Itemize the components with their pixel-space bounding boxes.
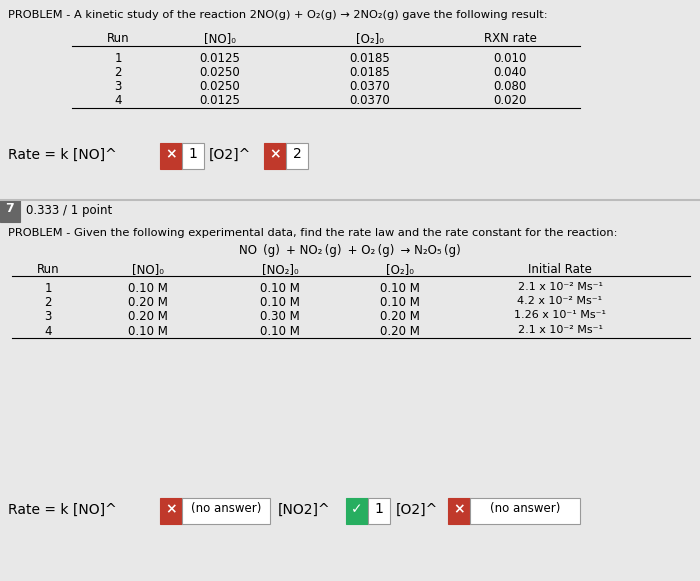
Bar (346, 498, 368, 524)
Text: 0.010: 0.010 (494, 52, 526, 65)
Text: 2: 2 (293, 147, 302, 161)
Text: PROBLEM - A kinetic study of the reaction 2NO(g) + O₂(g) → 2NO₂(g) gave the foll: PROBLEM - A kinetic study of the reactio… (8, 10, 547, 20)
Text: 2: 2 (44, 296, 52, 309)
Text: [O2]^: [O2]^ (209, 148, 251, 162)
Bar (160, 498, 182, 524)
Text: 0.0185: 0.0185 (349, 66, 391, 79)
Text: ×: × (270, 147, 281, 161)
Text: 2: 2 (114, 66, 122, 79)
Text: PROBLEM - Given the following experimental data, find the rate law and the rate : PROBLEM - Given the following experiment… (8, 228, 617, 238)
Text: 0.0125: 0.0125 (199, 52, 240, 65)
Text: (no answer): (no answer) (490, 502, 560, 515)
Text: 0.0250: 0.0250 (199, 66, 240, 79)
Text: NO  (g)  + NO₂ (g)  + O₂ (g)  → N₂O₅ (g): NO (g) + NO₂ (g) + O₂ (g) → N₂O₅ (g) (239, 244, 461, 257)
Text: 0.20 M: 0.20 M (128, 310, 168, 323)
Text: ×: × (165, 502, 177, 516)
Text: 1: 1 (188, 147, 197, 161)
Text: 0.020: 0.020 (494, 94, 526, 107)
Bar (160, 143, 182, 169)
Text: 0.333 / 1 point: 0.333 / 1 point (26, 204, 112, 217)
Text: Run: Run (106, 32, 130, 45)
Bar (368, 498, 390, 524)
Text: [NO]₀: [NO]₀ (132, 263, 164, 276)
Text: 0.20 M: 0.20 M (380, 325, 420, 338)
Text: 0.10 M: 0.10 M (260, 296, 300, 309)
Text: Initial Rate: Initial Rate (528, 263, 592, 276)
Text: 0.0125: 0.0125 (199, 94, 240, 107)
Text: Rate = k [NO]^: Rate = k [NO]^ (8, 503, 117, 517)
Text: (no answer): (no answer) (191, 502, 261, 515)
Text: ✓: ✓ (351, 502, 363, 516)
Text: 0.0185: 0.0185 (349, 52, 391, 65)
Text: 4.2 x 10⁻² Ms⁻¹: 4.2 x 10⁻² Ms⁻¹ (517, 296, 603, 306)
Text: [NO]₀: [NO]₀ (204, 32, 236, 45)
Text: 4: 4 (44, 325, 52, 338)
Bar (264, 143, 286, 169)
Text: 1.26 x 10⁻¹ Ms⁻¹: 1.26 x 10⁻¹ Ms⁻¹ (514, 310, 606, 320)
Bar (470, 498, 580, 524)
Text: [O₂]₀: [O₂]₀ (386, 263, 414, 276)
Text: RXN rate: RXN rate (484, 32, 536, 45)
Text: [O2]^: [O2]^ (396, 503, 438, 517)
Text: Rate = k [NO]^: Rate = k [NO]^ (8, 148, 117, 162)
Text: [NO₂]₀: [NO₂]₀ (262, 263, 298, 276)
Text: 0.30 M: 0.30 M (260, 310, 300, 323)
Text: Run: Run (36, 263, 60, 276)
Text: 0.20 M: 0.20 M (380, 310, 420, 323)
Text: 0.10 M: 0.10 M (260, 325, 300, 338)
Bar (0, 200, 20, 222)
Text: 0.10 M: 0.10 M (380, 296, 420, 309)
Text: 1: 1 (374, 502, 384, 516)
Text: 1: 1 (44, 282, 52, 295)
Text: ×: × (453, 502, 465, 516)
Text: 7: 7 (6, 202, 15, 215)
Text: 0.10 M: 0.10 M (128, 282, 168, 295)
Bar (182, 498, 270, 524)
Text: 2.1 x 10⁻² Ms⁻¹: 2.1 x 10⁻² Ms⁻¹ (517, 325, 603, 335)
Text: ×: × (165, 147, 177, 161)
Text: 0.0370: 0.0370 (349, 80, 391, 93)
Text: 0.0370: 0.0370 (349, 94, 391, 107)
Text: [O₂]₀: [O₂]₀ (356, 32, 384, 45)
Text: 0.0250: 0.0250 (199, 80, 240, 93)
Text: 2.1 x 10⁻² Ms⁻¹: 2.1 x 10⁻² Ms⁻¹ (517, 282, 603, 292)
Bar (182, 143, 204, 169)
Text: 4: 4 (114, 94, 122, 107)
Text: 0.10 M: 0.10 M (260, 282, 300, 295)
Text: 0.20 M: 0.20 M (128, 296, 168, 309)
Text: 1: 1 (114, 52, 122, 65)
Text: 0.10 M: 0.10 M (128, 325, 168, 338)
Bar (286, 143, 308, 169)
Text: 3: 3 (114, 80, 122, 93)
Text: 3: 3 (44, 310, 52, 323)
Text: [NO2]^: [NO2]^ (278, 503, 330, 517)
Text: 0.040: 0.040 (494, 66, 526, 79)
Text: 0.10 M: 0.10 M (380, 282, 420, 295)
Text: 0.080: 0.080 (494, 80, 526, 93)
Bar (448, 498, 470, 524)
